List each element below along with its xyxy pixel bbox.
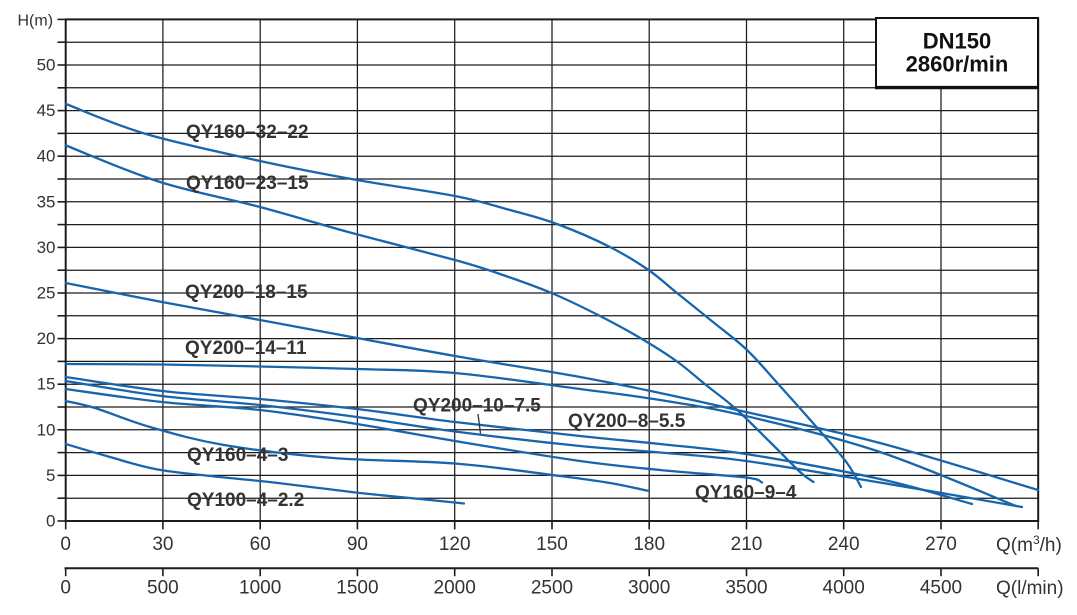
svg-text:1000: 1000 bbox=[239, 578, 281, 599]
svg-text:QY160–9–4: QY160–9–4 bbox=[695, 483, 797, 504]
svg-text:QY100–4–2.2: QY100–4–2.2 bbox=[187, 490, 304, 511]
svg-text:90: 90 bbox=[347, 534, 368, 555]
svg-text:10: 10 bbox=[37, 420, 56, 439]
svg-text:4000: 4000 bbox=[823, 578, 865, 599]
svg-text:40: 40 bbox=[37, 147, 56, 166]
svg-text:3000: 3000 bbox=[628, 578, 670, 599]
svg-text:QY200–8–5.5: QY200–8–5.5 bbox=[568, 411, 686, 432]
svg-text:DN150: DN150 bbox=[923, 29, 991, 54]
svg-text:H(m): H(m) bbox=[18, 13, 54, 30]
svg-text:0: 0 bbox=[46, 512, 55, 531]
svg-text:0: 0 bbox=[60, 578, 71, 599]
svg-text:QY200–18–15: QY200–18–15 bbox=[185, 282, 308, 303]
svg-text:QY160–23–15: QY160–23–15 bbox=[186, 173, 309, 194]
svg-text:120: 120 bbox=[439, 534, 471, 555]
svg-text:QY200–10–7.5: QY200–10–7.5 bbox=[413, 396, 541, 417]
svg-text:2860r/min: 2860r/min bbox=[906, 52, 1009, 77]
svg-text:5: 5 bbox=[46, 466, 55, 485]
svg-text:15: 15 bbox=[37, 375, 56, 394]
svg-text:25: 25 bbox=[37, 284, 56, 303]
svg-text:QY200–14–11: QY200–14–11 bbox=[185, 338, 307, 359]
svg-text:3500: 3500 bbox=[725, 578, 767, 599]
svg-text:45: 45 bbox=[37, 101, 56, 120]
svg-text:Q(m3/h): Q(m3/h) bbox=[996, 533, 1062, 556]
svg-text:50: 50 bbox=[37, 56, 56, 75]
svg-text:500: 500 bbox=[147, 578, 179, 599]
svg-text:180: 180 bbox=[633, 534, 665, 555]
svg-text:2000: 2000 bbox=[434, 578, 476, 599]
svg-text:270: 270 bbox=[925, 534, 957, 555]
svg-text:210: 210 bbox=[731, 534, 763, 555]
svg-text:0: 0 bbox=[60, 534, 71, 555]
svg-text:30: 30 bbox=[152, 534, 173, 555]
svg-text:4500: 4500 bbox=[920, 578, 962, 599]
svg-text:20: 20 bbox=[37, 329, 56, 348]
svg-text:2500: 2500 bbox=[531, 578, 573, 599]
svg-text:1500: 1500 bbox=[336, 578, 378, 599]
svg-text:Q(l/min): Q(l/min) bbox=[996, 578, 1064, 599]
svg-text:60: 60 bbox=[250, 534, 271, 555]
svg-text:QY160–4–3: QY160–4–3 bbox=[187, 445, 288, 466]
svg-text:QY160–32–22: QY160–32–22 bbox=[186, 122, 309, 143]
svg-text:35: 35 bbox=[37, 192, 56, 211]
svg-text:30: 30 bbox=[37, 238, 56, 257]
svg-text:150: 150 bbox=[536, 534, 568, 555]
svg-text:240: 240 bbox=[828, 534, 860, 555]
